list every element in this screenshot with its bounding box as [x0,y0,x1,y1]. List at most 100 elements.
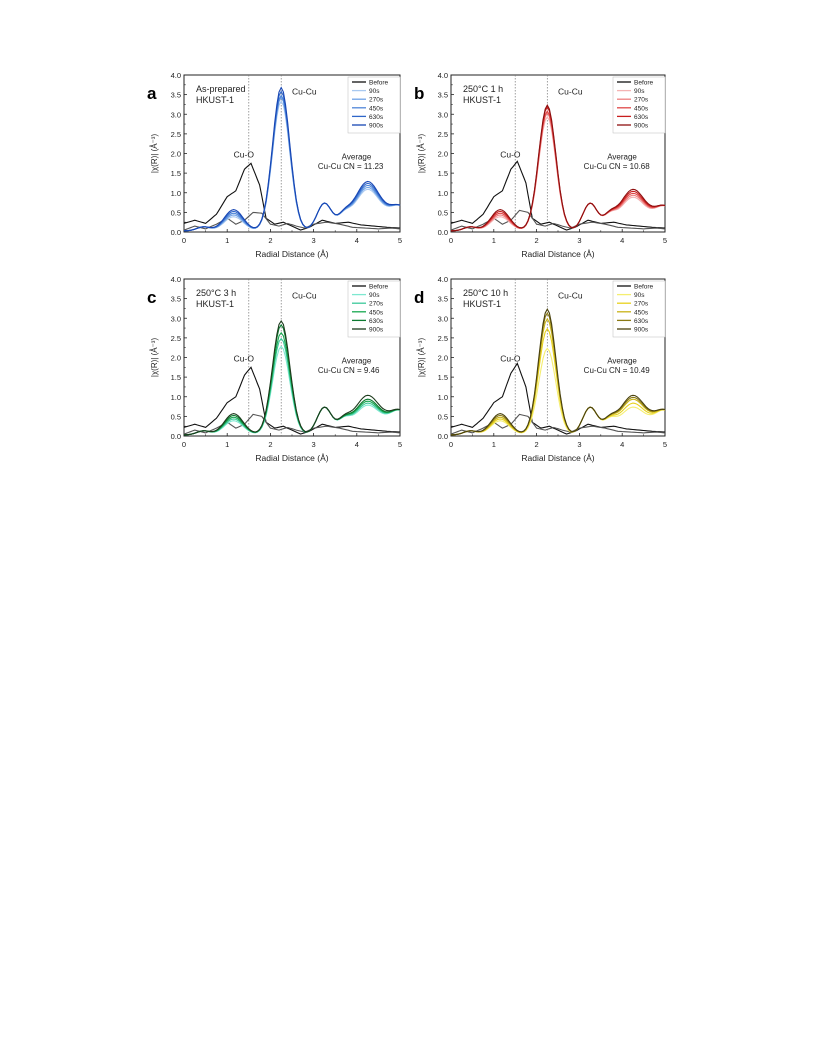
cu-cu-annotation: Cu-Cu [292,291,317,301]
legend-label: Before [369,284,389,291]
x-axis-label: Radial Distance (Å) [255,249,328,259]
y-tick-label: 0.5 [438,208,448,217]
cu-cu-annotation: Cu-Cu [292,87,317,97]
panel-label: b [414,84,424,103]
legend-label: 450s [369,105,384,112]
y-tick-label: 3.5 [171,295,181,304]
x-tick-label: 4 [355,236,359,245]
panel-title-line: HKUST-1 [463,299,501,309]
y-tick-label: 3.0 [438,110,448,119]
panel-label: d [414,288,424,307]
series-line [450,413,666,435]
x-tick-label: 1 [492,440,496,449]
series-line [183,211,401,231]
panel-a: a 0.0 0.5 1.0 1.5 2.0 2.5 3.0 3.5 4.0 0 1 2 3 4 5 Radial… [147,71,402,259]
legend-label: 900s [634,123,649,130]
y-axis-label: |χ(R)| (Å⁻³) [417,134,426,174]
y-tick-label: 3.0 [171,110,181,119]
y-tick-label: 4.0 [171,71,181,80]
legend-label: 450s [634,105,649,112]
series-line [450,209,666,231]
x-tick-label: 2 [268,440,272,449]
x-tick-label: 2 [535,236,539,245]
panel-label: c [147,288,156,307]
x-tick-label: 4 [355,440,359,449]
panel-title-line: 250°C 3 h [196,288,236,298]
x-tick-label: 3 [577,236,581,245]
y-tick-label: 1.5 [438,169,448,178]
average-annotation: Average [607,152,637,161]
legend-label: 90s [634,292,645,299]
y-tick-label: 2.0 [438,150,448,159]
x-tick-label: 2 [268,236,272,245]
x-tick-label: 5 [398,440,402,449]
y-tick-label: 0.0 [171,432,181,441]
cn-annotation: Cu-Cu CN = 9.46 [318,366,380,375]
panel-title-line: HKUST-1 [463,95,501,105]
y-tick-label: 0.5 [171,412,181,421]
series-line [450,104,666,232]
cn-annotation: Cu-Cu CN = 10.68 [584,162,651,171]
panel-label: a [147,84,157,103]
x-axis-label: Radial Distance (Å) [255,453,328,463]
cn-annotation: Cu-Cu CN = 11.23 [318,162,384,171]
series-line [450,160,666,231]
legend-label: 90s [369,292,380,299]
panel-title-line: HKUST-1 [196,299,234,309]
series-line [183,86,401,232]
legend-label: 900s [634,327,649,334]
x-tick-label: 0 [182,440,186,449]
legend-label: 630s [634,318,649,325]
legend-label: 630s [369,318,384,325]
y-tick-label: 3.0 [438,314,448,323]
panel-title-line: HKUST-1 [196,95,234,105]
x-tick-label: 0 [449,440,453,449]
legend-label: 630s [369,114,384,121]
x-tick-label: 0 [449,236,453,245]
y-tick-label: 1.0 [438,393,448,402]
cu-cu-annotation: Cu-Cu [558,291,583,301]
x-tick-label: 1 [225,236,229,245]
cu-o-annotation: Cu-O [500,353,521,363]
legend-label: 450s [369,309,384,316]
x-tick-label: 3 [312,236,316,245]
average-annotation: Average [607,356,637,365]
x-tick-label: 1 [225,440,229,449]
x-tick-label: 3 [312,440,316,449]
legend-label: 90s [369,88,380,95]
legend-label: 270s [369,97,384,104]
series-line [183,413,401,435]
x-axis-label: Radial Distance (Å) [521,453,594,463]
series-line [183,319,401,436]
legend-label: Before [369,80,389,87]
y-tick-label: 2.5 [438,130,448,139]
cu-o-annotation: Cu-O [500,149,521,159]
legend-box [612,76,666,134]
y-tick-label: 0.5 [171,208,181,217]
x-axis-label: Radial Distance (Å) [521,249,594,259]
legend-label: 270s [369,301,384,308]
y-tick-label: 3.5 [171,91,181,100]
panel-title-line: As-prepared [196,84,246,94]
y-axis-label: |χ(R)| (Å⁻³) [150,134,159,174]
cu-o-annotation: Cu-O [234,149,255,159]
y-tick-label: 0.0 [438,432,448,441]
cu-o-annotation: Cu-O [234,353,255,363]
legend-box [347,76,401,134]
y-tick-label: 2.0 [438,354,448,363]
y-axis-label: |χ(R)| (Å⁻³) [417,338,426,378]
panel-c: c 0.0 0.5 1.0 1.5 2.0 2.5 3.0 3.5 4.0 0 1 2 3 4 5 Radial… [147,275,402,463]
x-tick-label: 5 [663,236,667,245]
series-line [183,366,401,435]
x-tick-label: 5 [398,236,402,245]
legend-label: 900s [369,327,384,334]
y-tick-label: 1.5 [171,373,181,382]
y-tick-label: 0.0 [171,228,181,237]
x-tick-label: 4 [620,440,624,449]
y-tick-label: 1.0 [171,189,181,198]
legend-label: Before [634,80,654,87]
y-tick-label: 2.0 [171,150,181,159]
y-tick-label: 3.0 [171,314,181,323]
average-annotation: Average [342,152,372,161]
